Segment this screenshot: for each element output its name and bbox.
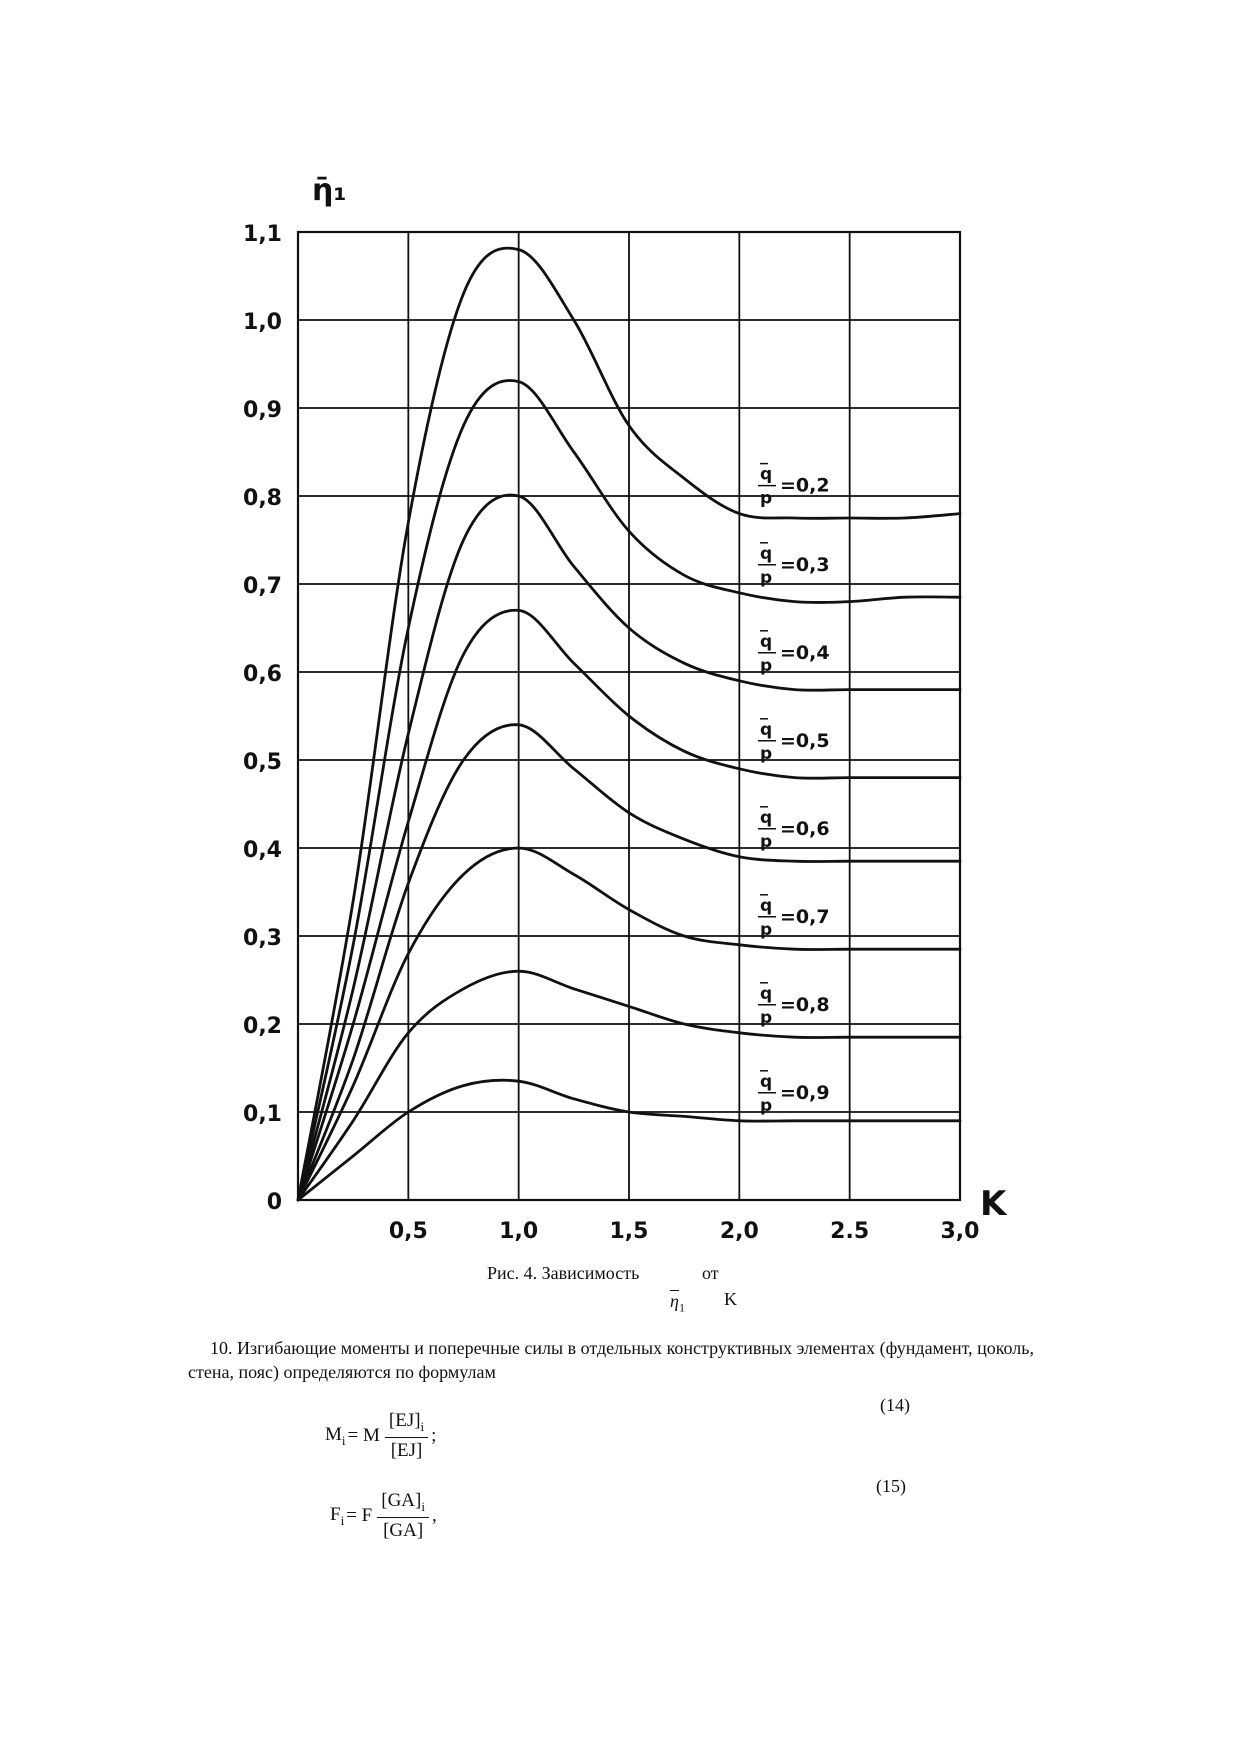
curve-label-0-4: qp =0,4: [758, 630, 830, 676]
paragraph-10: 10. Изгибающие моменты и поперечные силы…: [188, 1338, 1035, 1382]
y-tick-label: 0,7: [243, 574, 282, 599]
curve-label-p: p: [760, 568, 772, 588]
caption-eta-symbol: η1: [670, 1290, 685, 1319]
curve-label-value: =0,7: [780, 906, 830, 928]
y-axis-label: η̄₁: [312, 173, 347, 208]
caption-text: Рис. 4. Зависимость: [487, 1263, 640, 1283]
y-tick-label: 0,3: [243, 926, 282, 951]
curve-label-value: =0,5: [780, 730, 830, 752]
curve-label-p: p: [760, 1096, 772, 1116]
y-tick-label: 1,0: [243, 310, 282, 335]
curve-label-0-5: qp =0,5: [758, 718, 830, 764]
curve-label-p: p: [760, 744, 772, 764]
x-tick-label: 2.5: [830, 1219, 869, 1244]
y-tick-label: 0,4: [243, 838, 282, 863]
x-axis-label: K: [980, 1184, 1008, 1224]
formula-15-eq: = F: [346, 1504, 373, 1526]
curve-label-value: =0,2: [780, 475, 830, 497]
caption-from: от: [702, 1263, 719, 1283]
curve-label-0-8: qp =0,8: [758, 982, 830, 1028]
x-tick-label: 3,0: [941, 1219, 980, 1244]
series-line-0-8: [296, 969, 962, 1202]
eta-glyph: η: [670, 1291, 679, 1311]
y-tick-label: 0,2: [243, 1014, 282, 1039]
equation-number-14: (14): [880, 1395, 910, 1415]
curve-label-0-2: qp =0,2: [758, 462, 830, 509]
x-tick-label: 1,0: [499, 1219, 538, 1244]
curve-label-0-7: qp =0,7: [758, 894, 830, 940]
curve-label-value: =0,3: [780, 554, 830, 576]
y-tick-label: 0,6: [243, 662, 282, 687]
formula-15-fraction: [GA]i [GA]: [377, 1490, 429, 1542]
series-line-0-9: [296, 1078, 962, 1202]
y-tick-label: 1,1: [243, 222, 282, 247]
curve-label-value: =0,8: [780, 994, 830, 1016]
eta-subscript: 1: [678, 1300, 685, 1315]
series-line-0-4: [296, 493, 962, 1202]
series-line-0-6: [296, 723, 962, 1202]
curve-label-p: p: [760, 920, 772, 940]
curve-label-0-3: qp =0,3: [758, 542, 830, 588]
formula-14-fraction: [EJ]i [EJ]: [384, 1410, 429, 1462]
curve-label-q: q: [760, 808, 772, 828]
y-tick-label: 0: [267, 1190, 282, 1215]
series-line-0-7: [296, 846, 962, 1202]
curve-label-q: q: [760, 720, 772, 740]
formula-15-lhs: Fi: [330, 1503, 345, 1528]
formula-15-end: ,: [431, 1504, 437, 1526]
chart-series: [296, 246, 962, 1202]
curve-label-0-9: qp =0,9: [758, 1070, 830, 1116]
curve-label-q: q: [760, 544, 772, 564]
y-tick-label: 0,9: [243, 398, 282, 423]
series-line-0-2: [296, 246, 962, 1202]
x-tick-labels: 0,5 1,0 1,5 2,0 2.5 3,0: [389, 1219, 980, 1244]
equation-number-15: (15): [876, 1476, 906, 1496]
curve-label-p: p: [760, 1008, 772, 1028]
x-tick-label: 2,0: [720, 1219, 759, 1244]
curve-label-q: q: [760, 896, 772, 916]
y-tick-labels: 0 0,1 0,2 0,3 0,4 0,5 0,6 0,7 0,8 0,9 1,0 1,1: [243, 222, 282, 1215]
formula-14: Mi = M [EJ]i [EJ] ;: [325, 1410, 436, 1462]
curve-label-p: p: [760, 656, 772, 676]
curve-label-value: =0,4: [780, 642, 830, 664]
figure-caption: Рис. 4. Зависимость от η1 K: [487, 1262, 737, 1315]
formula-14-end: ;: [431, 1424, 437, 1446]
y-tick-label: 0,5: [243, 750, 282, 775]
curve-label-p: p: [760, 832, 772, 852]
curve-label-p: p: [760, 489, 772, 509]
curve-label-0-6: qp =0,6: [758, 806, 830, 852]
series-line-0-3: [296, 379, 962, 1202]
x-tick-label: 0,5: [389, 1219, 428, 1244]
formula-14-lhs: Mi: [325, 1423, 346, 1448]
formula-15: Fi = F [GA]i [GA] ,: [330, 1490, 437, 1542]
x-tick-label: 1,5: [610, 1219, 649, 1244]
curve-labels: qp=0,2qp=0,3qp=0,4qp=0,5qp=0,6qp=0,7qp=0…: [758, 462, 830, 1116]
curve-label-value: =0,9: [780, 1082, 830, 1104]
chart: 0 0,1 0,2 0,3 0,4 0,5 0,6 0,7 0,8 0,9 1,0 1,1 0,5 1,…: [243, 173, 1008, 1244]
curve-label-value: =0,6: [780, 818, 830, 840]
curve-label-q: q: [760, 465, 772, 485]
y-tick-label: 0,8: [243, 486, 282, 511]
formula-14-eq: = M: [347, 1424, 380, 1446]
series-line-0-5: [296, 608, 962, 1202]
curve-label-q: q: [760, 632, 772, 652]
caption-k: K: [724, 1289, 737, 1309]
curve-label-q: q: [760, 1072, 772, 1092]
y-tick-label: 0,1: [243, 1102, 282, 1127]
curve-label-q: q: [760, 984, 772, 1004]
